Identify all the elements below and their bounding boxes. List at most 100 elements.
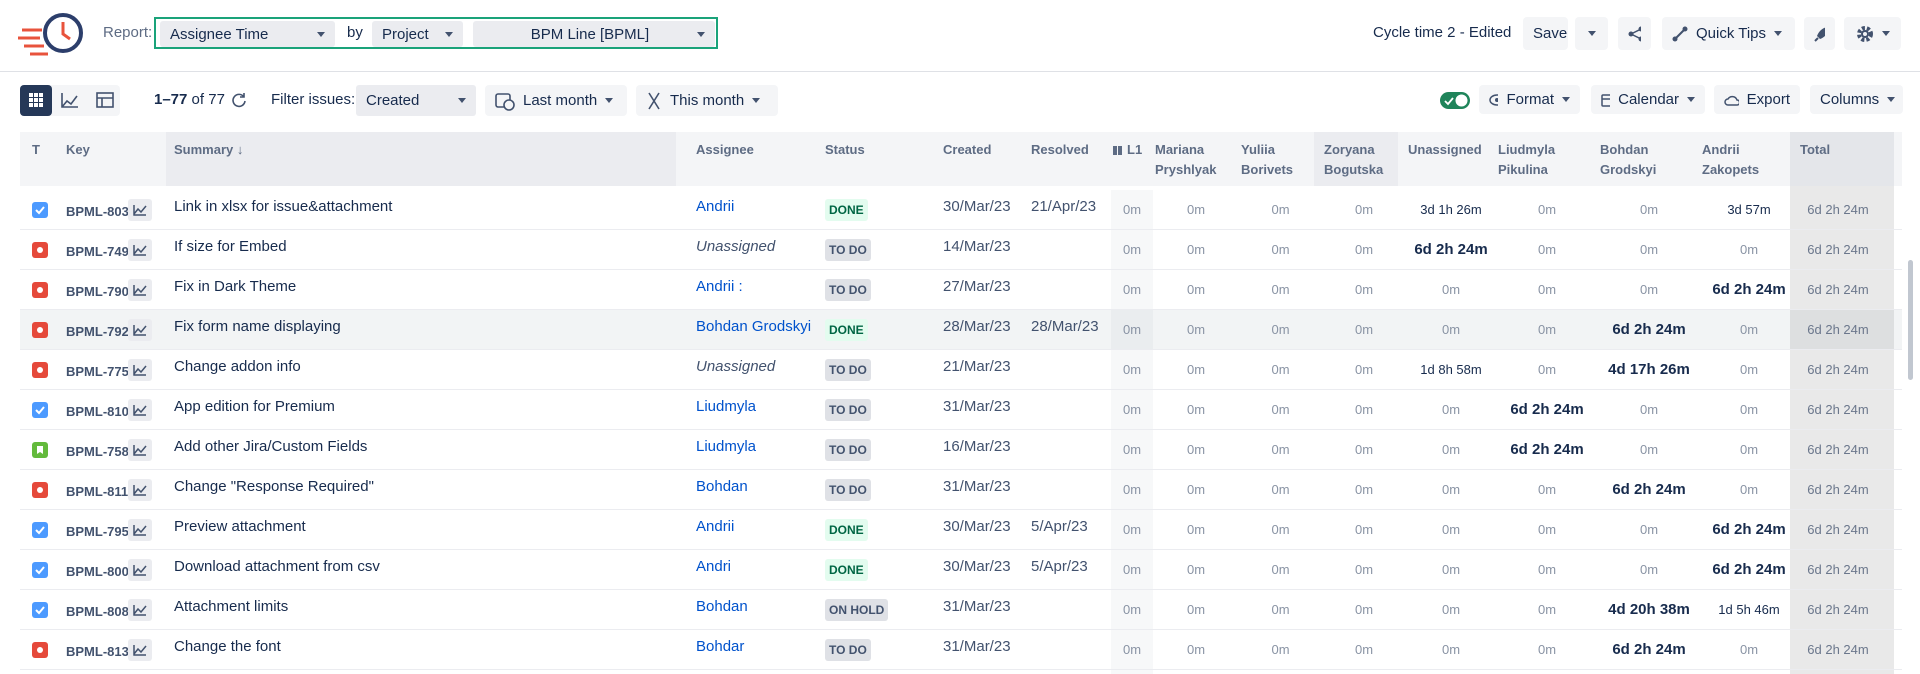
chart-button [128,319,152,341]
period-to[interactable]: This month [636,85,778,116]
assignee: Andrii [696,198,735,215]
settings-button[interactable] [1844,17,1901,50]
time-cell: 0m [1354,522,1374,537]
time-cell: 6d 2h 24m [1712,561,1786,578]
time-cell: 0m [1537,642,1557,657]
time-cell: 0m [1186,442,1206,457]
time-cell: 0m [1441,562,1461,577]
summary: Fix form name displaying [174,318,341,335]
rocket-button[interactable] [1804,17,1835,50]
refresh-icon[interactable] [231,92,247,108]
chart-icon[interactable] [128,399,152,421]
status: TO DO [825,399,871,422]
table-row[interactable] [20,350,1902,390]
time-cell: 0m [1186,642,1206,657]
save-button[interactable]: Save [1523,17,1568,50]
resolved: 5/Apr/23 [1031,518,1088,535]
group-select[interactable]: Project [372,21,463,47]
time-cell: 0m [1537,362,1557,377]
type-icon [32,242,48,258]
summary: Attachment limits [174,598,289,615]
chart-icon[interactable] [128,239,152,261]
report-label: Report: [103,24,153,41]
time-cell: 0m [1739,362,1759,377]
time-cell: 0m [1441,322,1461,337]
table-row[interactable] [20,270,1902,310]
report-type-select[interactable]: Assignee Time [160,21,335,47]
time-cell: 0m [1122,482,1142,497]
table-row[interactable] [20,430,1902,470]
status-cell: ON HOLD [825,590,889,630]
tips-icon [1672,26,1688,41]
chart-icon[interactable] [128,279,152,301]
created: 30/Mar/23 [943,558,1011,575]
period-from[interactable]: Last month [485,85,627,116]
time-cell: 0m [1271,362,1290,377]
chart-icon[interactable] [128,639,152,661]
time-cell: 1d 8h 58m [1420,362,1482,377]
table-row[interactable] [20,590,1902,630]
table-row[interactable] [20,630,1902,670]
column-header: Assignee [696,142,754,157]
table-row[interactable] [20,390,1902,430]
time-cell: 4d 20h 38m [1608,601,1690,618]
project-select[interactable]: BPM Line [BPML] [473,21,715,47]
table-row[interactable] [20,510,1902,550]
chart-icon[interactable] [128,439,152,461]
chart-icon[interactable] [128,199,152,221]
format-button[interactable]: Format [1479,85,1580,114]
issue-type [32,402,48,418]
table-row[interactable] [20,470,1902,510]
scrollbar [1908,260,1913,380]
status-cell: DONE [825,310,868,350]
assignee: Andrii [696,518,735,535]
status: ON HOLD [825,599,889,622]
toggle[interactable] [1440,92,1470,109]
filter-select[interactable]: Created [356,85,476,116]
status-cell: TO DO [825,470,871,510]
calendar-button[interactable]: Calendar [1591,85,1705,114]
status: TO DO [825,479,871,502]
time-cell: 0m [1639,442,1659,457]
grid-icon [1113,146,1122,155]
issue-key: BPML-800 [66,564,129,579]
chart-button [128,199,152,221]
table-row[interactable] [20,190,1902,230]
summary: Preview attachment [174,518,306,535]
chart-icon[interactable] [128,479,152,501]
time-cell: 1d 5h 46m [1718,602,1780,617]
status-cell: DONE [825,550,868,590]
resolved: 5/Apr/23 [1031,558,1088,575]
type-icon [32,602,48,618]
report-box [154,17,718,49]
total: 6d 2h 24m [1807,282,1869,297]
share-button[interactable] [1618,17,1651,50]
summary: Fix in Dark Theme [174,278,297,295]
logo [18,13,83,56]
header-shade [166,132,676,186]
filter-field: Created [366,92,420,109]
type-icon [32,202,48,218]
time-cell: 0m [1354,442,1374,457]
export-button[interactable]: Export [1714,85,1800,114]
table-row[interactable] [20,230,1902,270]
table-row[interactable] [20,550,1902,590]
columns-button[interactable]: Columns [1810,85,1903,114]
chart-icon[interactable] [128,319,152,341]
chart-icon[interactable] [128,359,152,381]
total: 6d 2h 24m [1807,642,1869,657]
total-column [1790,186,1894,674]
time-cell: 0m [1441,602,1461,617]
chart-icon[interactable] [128,519,152,541]
chart-icon[interactable] [128,599,152,621]
table-row[interactable] [20,310,1902,350]
status-cell: TO DO [825,430,871,470]
chart-icon[interactable] [128,559,152,581]
quick-tips-button[interactable]: Quick Tips [1662,17,1795,50]
view-icons[interactable] [20,85,120,116]
time-cell: 0m [1739,442,1759,457]
save-menu[interactable] [1575,17,1608,50]
time-cell: 0m [1639,202,1659,217]
time-cell: 0m [1186,522,1206,537]
scissors-icon [648,92,660,109]
